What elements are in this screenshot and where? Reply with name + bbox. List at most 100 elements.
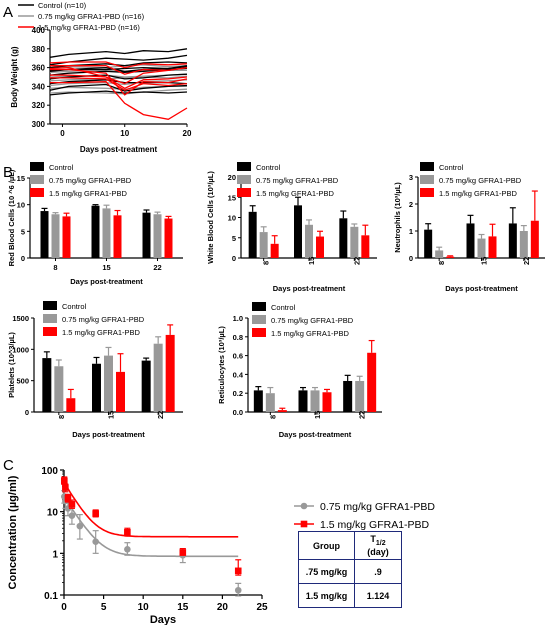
- bar-low: [265, 393, 275, 412]
- x-tick-label: 15: [106, 411, 115, 419]
- x-tick-label: 8: [57, 415, 66, 419]
- data-point-high: [124, 528, 131, 536]
- y-tick-label: 320: [32, 101, 46, 110]
- series-line-control: [49, 83, 188, 92]
- fit-curve-low: [63, 496, 239, 558]
- y-tick-label: 0.2: [233, 389, 243, 398]
- legend-swatch-high: [30, 188, 44, 197]
- x-tick-label: 22: [156, 411, 165, 419]
- bar-high: [164, 218, 173, 258]
- bar-low: [355, 380, 365, 412]
- x-tick-label: 20: [217, 602, 229, 613]
- x-tick-label: 0: [61, 602, 67, 613]
- series-line-control: [49, 90, 188, 96]
- data-point-high: [61, 477, 68, 485]
- legend-label: Control: [49, 163, 74, 172]
- x-tick-label: 10: [120, 129, 129, 138]
- legend-swatch-low: [300, 502, 308, 510]
- bar-control: [424, 229, 433, 258]
- y-tick-label: 5: [21, 227, 25, 236]
- series-line-control: [49, 73, 188, 80]
- x-tick-label: 15: [479, 257, 488, 265]
- y-tick-label: 0.0: [233, 408, 243, 417]
- y-tick-label: 1: [52, 549, 58, 560]
- bar-high: [62, 216, 71, 258]
- legend-swatch-control: [252, 302, 266, 311]
- y-tick-label: 15: [228, 193, 236, 202]
- x-tick-label: 10: [138, 602, 150, 613]
- legend-swatch-low: [252, 315, 266, 324]
- legend-swatch-control: [237, 162, 251, 171]
- table-cell-group: 1.5 mg/kg: [298, 583, 355, 608]
- series-line-high: [49, 61, 188, 69]
- y-tick-label: 0.1: [44, 591, 58, 602]
- bar-high: [270, 243, 279, 258]
- legend-label: 0.75 mg/kg GFRA1-PBD: [62, 315, 145, 324]
- data-point-low: [68, 512, 76, 520]
- series-line-control: [49, 48, 188, 58]
- legend-label: 0.75 mg/kg GFRA1-PBD: [320, 501, 435, 513]
- y-tick-label: 10: [17, 201, 25, 210]
- bar-low: [259, 232, 268, 258]
- legend-label: Control: [271, 303, 296, 312]
- data-point-low: [76, 522, 84, 530]
- x-tick-label: 15: [313, 411, 322, 419]
- y-tick-label: 0: [409, 254, 413, 263]
- legend-label: 0.75 mg/kg GFRA1-PBD: [271, 316, 354, 325]
- bar-low: [310, 390, 320, 412]
- table-header-sub: 1/2: [375, 539, 386, 547]
- bar-control: [40, 211, 49, 258]
- legend-swatch-control: [30, 162, 44, 171]
- table-header-half-life: T1/2 (day): [354, 531, 402, 560]
- y-axis-title: Red Blood Cells (10 ^6 /µL): [7, 169, 16, 266]
- bar-low: [51, 214, 60, 258]
- data-point-high: [179, 549, 187, 556]
- panel-label-a: A: [3, 4, 13, 21]
- fit-curve-high: [63, 481, 239, 538]
- legend-label: 1.5 mg/kg GFRA1-PBD: [62, 328, 141, 337]
- series-line-high: [50, 68, 188, 96]
- y-axis-title: Reticulocytes (10³/µL): [217, 326, 226, 404]
- table-row: 1.5 mg/kg 1.124: [298, 583, 402, 608]
- series-line-low: [49, 79, 188, 87]
- bar-high: [113, 215, 122, 258]
- legend-swatch-low: [30, 175, 44, 184]
- y-tick-label: 0: [21, 254, 25, 263]
- x-tick-label: 22: [352, 257, 361, 265]
- y-tick-label: 2: [409, 200, 413, 209]
- series-line-control: [49, 67, 188, 76]
- legend-label: 0.75 mg/kg GFRA1-PBD: [439, 176, 522, 185]
- table-cell-value: 1.124: [354, 583, 402, 608]
- table-row: .75 mg/kg .9: [298, 559, 402, 584]
- bar-low: [350, 226, 359, 258]
- concentration-chart: 0.1 1 10 100 0 5 10 15 20 25 Concentration (µg/ml)…: [7, 466, 435, 625]
- bar-control: [42, 358, 52, 412]
- bar-high: [316, 236, 324, 258]
- bar-control: [343, 380, 353, 412]
- bar-low: [104, 355, 113, 412]
- series-line-low: [49, 75, 188, 82]
- table-header-unit: (day): [367, 546, 389, 557]
- legend-label: 1.5 mg/kg GFRA1-PBD (n=16): [38, 23, 140, 32]
- table-header-t: T: [370, 534, 376, 545]
- x-tick-label: 15: [102, 263, 110, 272]
- data-point-high: [64, 494, 72, 502]
- bar-control: [91, 205, 100, 258]
- legend-label: 0.75 mg/kg GFRA1-PBD: [256, 176, 339, 185]
- table-cell-value: .9: [354, 559, 402, 584]
- y-tick-label: 10: [228, 214, 236, 223]
- data-point-low: [124, 545, 131, 553]
- x-tick-label: 8: [268, 415, 277, 419]
- x-axis-title: Days post-treatment: [80, 145, 158, 154]
- legend-label: 1.5 mg/kg GFRA1-PBD: [439, 189, 518, 198]
- data-point-low: [92, 538, 99, 546]
- red-blood-cells-chart: 0 5 10 15 8 15 22 Red Blood Cells (10 ^6 /µL) Da…: [7, 162, 183, 286]
- legend-label: 0.75 mg/kg GFRA1-PBD (n=16): [38, 12, 145, 21]
- legend-label: Control: [62, 302, 87, 311]
- bar-low: [477, 238, 486, 258]
- y-tick-label: 0: [232, 254, 236, 263]
- y-axis-title: Platelets (10^3/µL): [7, 332, 16, 398]
- series-line-high: [50, 77, 188, 91]
- bar-low: [54, 366, 64, 412]
